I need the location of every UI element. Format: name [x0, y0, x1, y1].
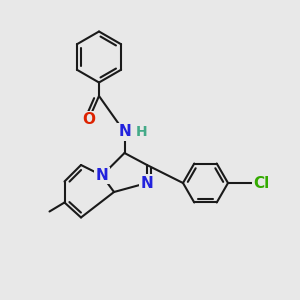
Text: H: H	[136, 125, 148, 139]
Text: Cl: Cl	[253, 176, 269, 190]
Text: O: O	[82, 112, 95, 128]
Text: N: N	[141, 176, 153, 190]
Text: N: N	[118, 124, 131, 140]
Text: N: N	[96, 168, 108, 183]
